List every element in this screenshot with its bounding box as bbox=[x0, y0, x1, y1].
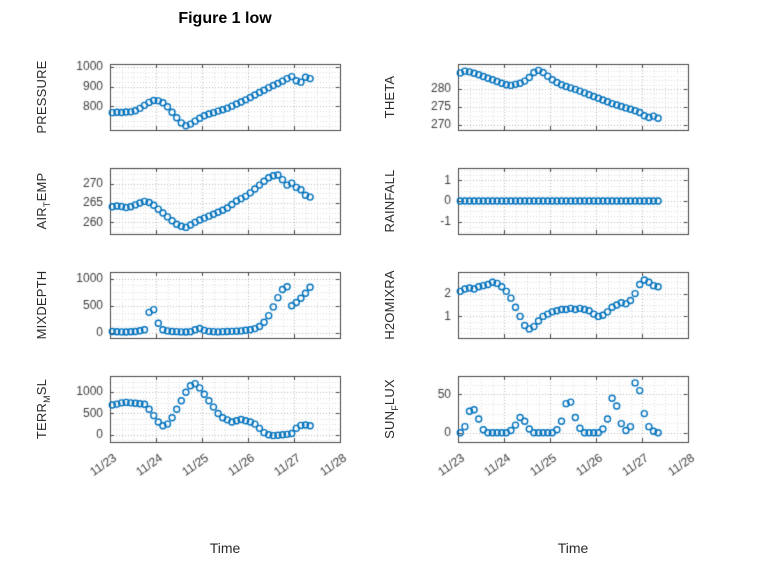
time-axis-row: Time Time bbox=[28, 538, 698, 568]
mixdepth-scatter-plot bbox=[58, 266, 350, 348]
ylabel-col-airtemp: AIRTEMP bbox=[28, 162, 58, 244]
panel-sun-flux: SUNFLUX bbox=[376, 370, 698, 516]
figure-header: Figure 1 low bbox=[28, 10, 698, 36]
ylabel-col-h2omixra: H2OMIXRA bbox=[376, 266, 406, 348]
ylabel-col-theta: THETA bbox=[376, 58, 406, 140]
panel-pressure: PRESSURE bbox=[28, 58, 350, 140]
h2omixra-axis-label: H2OMIXRA bbox=[382, 270, 398, 340]
ylabel-col-sun-flux: SUNFLUX bbox=[376, 370, 406, 516]
panel-theta: THETA bbox=[376, 58, 698, 140]
sun-flux-axis-label: SUNFLUX bbox=[382, 379, 400, 439]
pressure-axis-label: PRESSURE bbox=[34, 60, 50, 134]
panel-h2omixra: H2OMIXRA bbox=[376, 266, 698, 348]
sun-flux-scatter-plot bbox=[406, 370, 698, 516]
panel-rainfall: RAINFALL bbox=[376, 162, 698, 244]
time-axis-label-right: Time bbox=[557, 540, 589, 556]
ylabel-col-pressure: PRESSURE bbox=[28, 58, 58, 140]
rainfall-scatter-plot bbox=[406, 162, 698, 244]
terr-msl-scatter-plot bbox=[58, 370, 350, 516]
pressure-scatter-plot bbox=[58, 58, 350, 140]
airtemp-axis-label: AIRTEMP bbox=[34, 172, 52, 230]
panel-airtemp: AIRTEMP bbox=[28, 162, 350, 244]
ylabel-col-rainfall: RAINFALL bbox=[376, 162, 406, 244]
ylabel-col-mixdepth: MIXDEPTH bbox=[28, 266, 58, 348]
figure-title: Figure 1 low bbox=[178, 10, 272, 27]
panel-mixdepth: MIXDEPTH bbox=[28, 266, 350, 348]
figure-grid: Figure 1 low PRESSURE THETA AIRTEMP RAIN… bbox=[28, 10, 778, 568]
time-axis-label-left: Time bbox=[209, 540, 241, 556]
panel-terr-msl: TERRMSL bbox=[28, 370, 350, 516]
ylabel-col-terr-msl: TERRMSL bbox=[28, 370, 58, 516]
theta-scatter-plot bbox=[406, 58, 698, 140]
airtemp-scatter-plot bbox=[58, 162, 350, 244]
rainfall-axis-label: RAINFALL bbox=[382, 169, 398, 233]
terr-msl-axis-label: TERRMSL bbox=[34, 378, 52, 440]
h2omixra-scatter-plot bbox=[406, 266, 698, 348]
theta-axis-label: THETA bbox=[382, 75, 398, 119]
mixdepth-axis-label: MIXDEPTH bbox=[34, 270, 50, 340]
